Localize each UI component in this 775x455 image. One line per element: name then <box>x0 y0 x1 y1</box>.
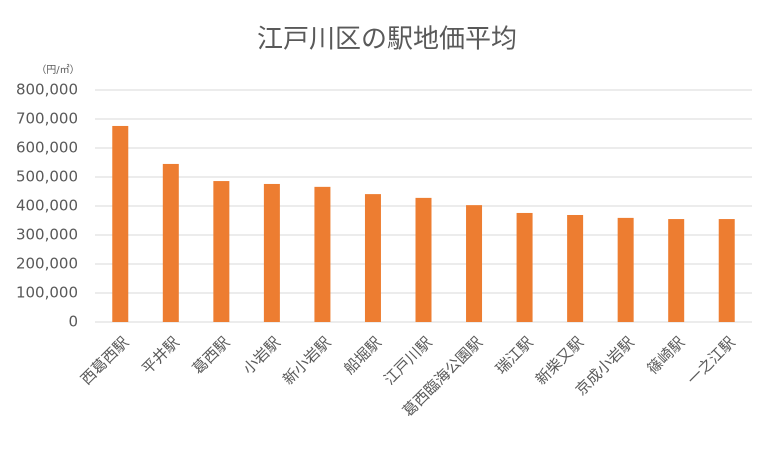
y-tick-label: 800,000 <box>16 81 78 99</box>
x-tick-label: 西葛西駅 <box>77 333 132 388</box>
bar <box>617 217 634 322</box>
bar <box>314 186 331 322</box>
bar <box>263 183 280 322</box>
x-tick-label: 平井駅 <box>138 333 183 378</box>
bar <box>668 219 685 322</box>
x-tick-label: 篠崎駅 <box>644 333 689 378</box>
x-tick-label: 新小岩駅 <box>279 333 334 388</box>
bar <box>364 194 381 322</box>
x-tick-label: 船堀駅 <box>340 333 385 378</box>
chart-title: 江戸川区の駅地価平均 <box>257 25 517 55</box>
bar <box>162 163 179 322</box>
bar <box>112 125 129 323</box>
y-tick-label: 100,000 <box>16 284 78 302</box>
x-tick-label: 葛西駅 <box>189 333 234 378</box>
y-tick-label: 500,000 <box>16 168 78 186</box>
y-tick-label: 0 <box>68 313 78 331</box>
bar <box>213 181 230 322</box>
x-tick-label: 小岩駅 <box>239 333 284 378</box>
unit-label: （円/㎡） <box>36 64 79 76</box>
bar <box>718 219 735 322</box>
y-tick-label: 300,000 <box>16 226 78 244</box>
bar <box>516 212 533 322</box>
y-tick-label: 200,000 <box>16 255 78 273</box>
y-tick-label: 400,000 <box>16 197 78 215</box>
bar <box>415 197 432 322</box>
y-tick-label: 700,000 <box>16 110 78 128</box>
x-tick-label: 瑞江駅 <box>492 333 537 378</box>
bar <box>567 214 584 322</box>
x-tick-label: 一之江駅 <box>684 333 739 388</box>
y-tick-label: 600,000 <box>16 139 78 157</box>
bar <box>466 205 483 322</box>
